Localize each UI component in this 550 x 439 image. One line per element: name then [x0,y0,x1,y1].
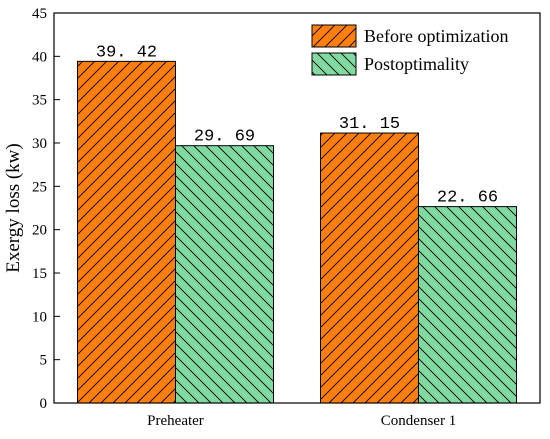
y-axis: 0 5 10 15 20 25 30 35 40 45 [32,6,60,412]
y-tick-label: 45 [32,6,47,22]
legend-swatch [311,52,357,76]
legend-swatch [311,24,357,48]
x-tick-label: Preheater [147,413,204,429]
plot-frame [53,12,541,404]
y-tick-label: 35 [32,93,47,109]
bar-post-2 [418,206,517,404]
data-label: 22. 66 [437,189,498,208]
y-tick-label: 10 [32,309,47,325]
bar-before-2 [320,132,419,404]
y-tick-label: 15 [32,266,47,282]
data-label: 31. 15 [339,115,400,134]
y-tick-label: 40 [32,49,47,65]
y-tick-label: 30 [32,136,47,152]
x-axis: Preheater Condenser 1 [147,397,456,429]
bar-before-1 [77,60,176,404]
legend-label: Postoptimality [364,54,469,74]
bars-group [77,60,517,404]
data-label: 29. 69 [194,128,255,147]
data-labels-group: 39. 42 29. 69 31. 15 22. 66 [96,43,498,207]
y-tick-label: 5 [40,353,48,369]
legend-label: Before optimization [364,26,508,46]
y-axis-title: Exergy loss (kw) [3,143,24,272]
y-tick-label: 20 [32,223,47,239]
data-label: 39. 42 [96,43,157,62]
legend: Before optimization Postoptimality [311,24,508,76]
bar-post-1 [175,145,274,404]
y-tick-label: 25 [32,179,47,195]
y-tick-label: 0 [40,396,48,412]
x-tick-label: Condenser 1 [381,413,456,429]
